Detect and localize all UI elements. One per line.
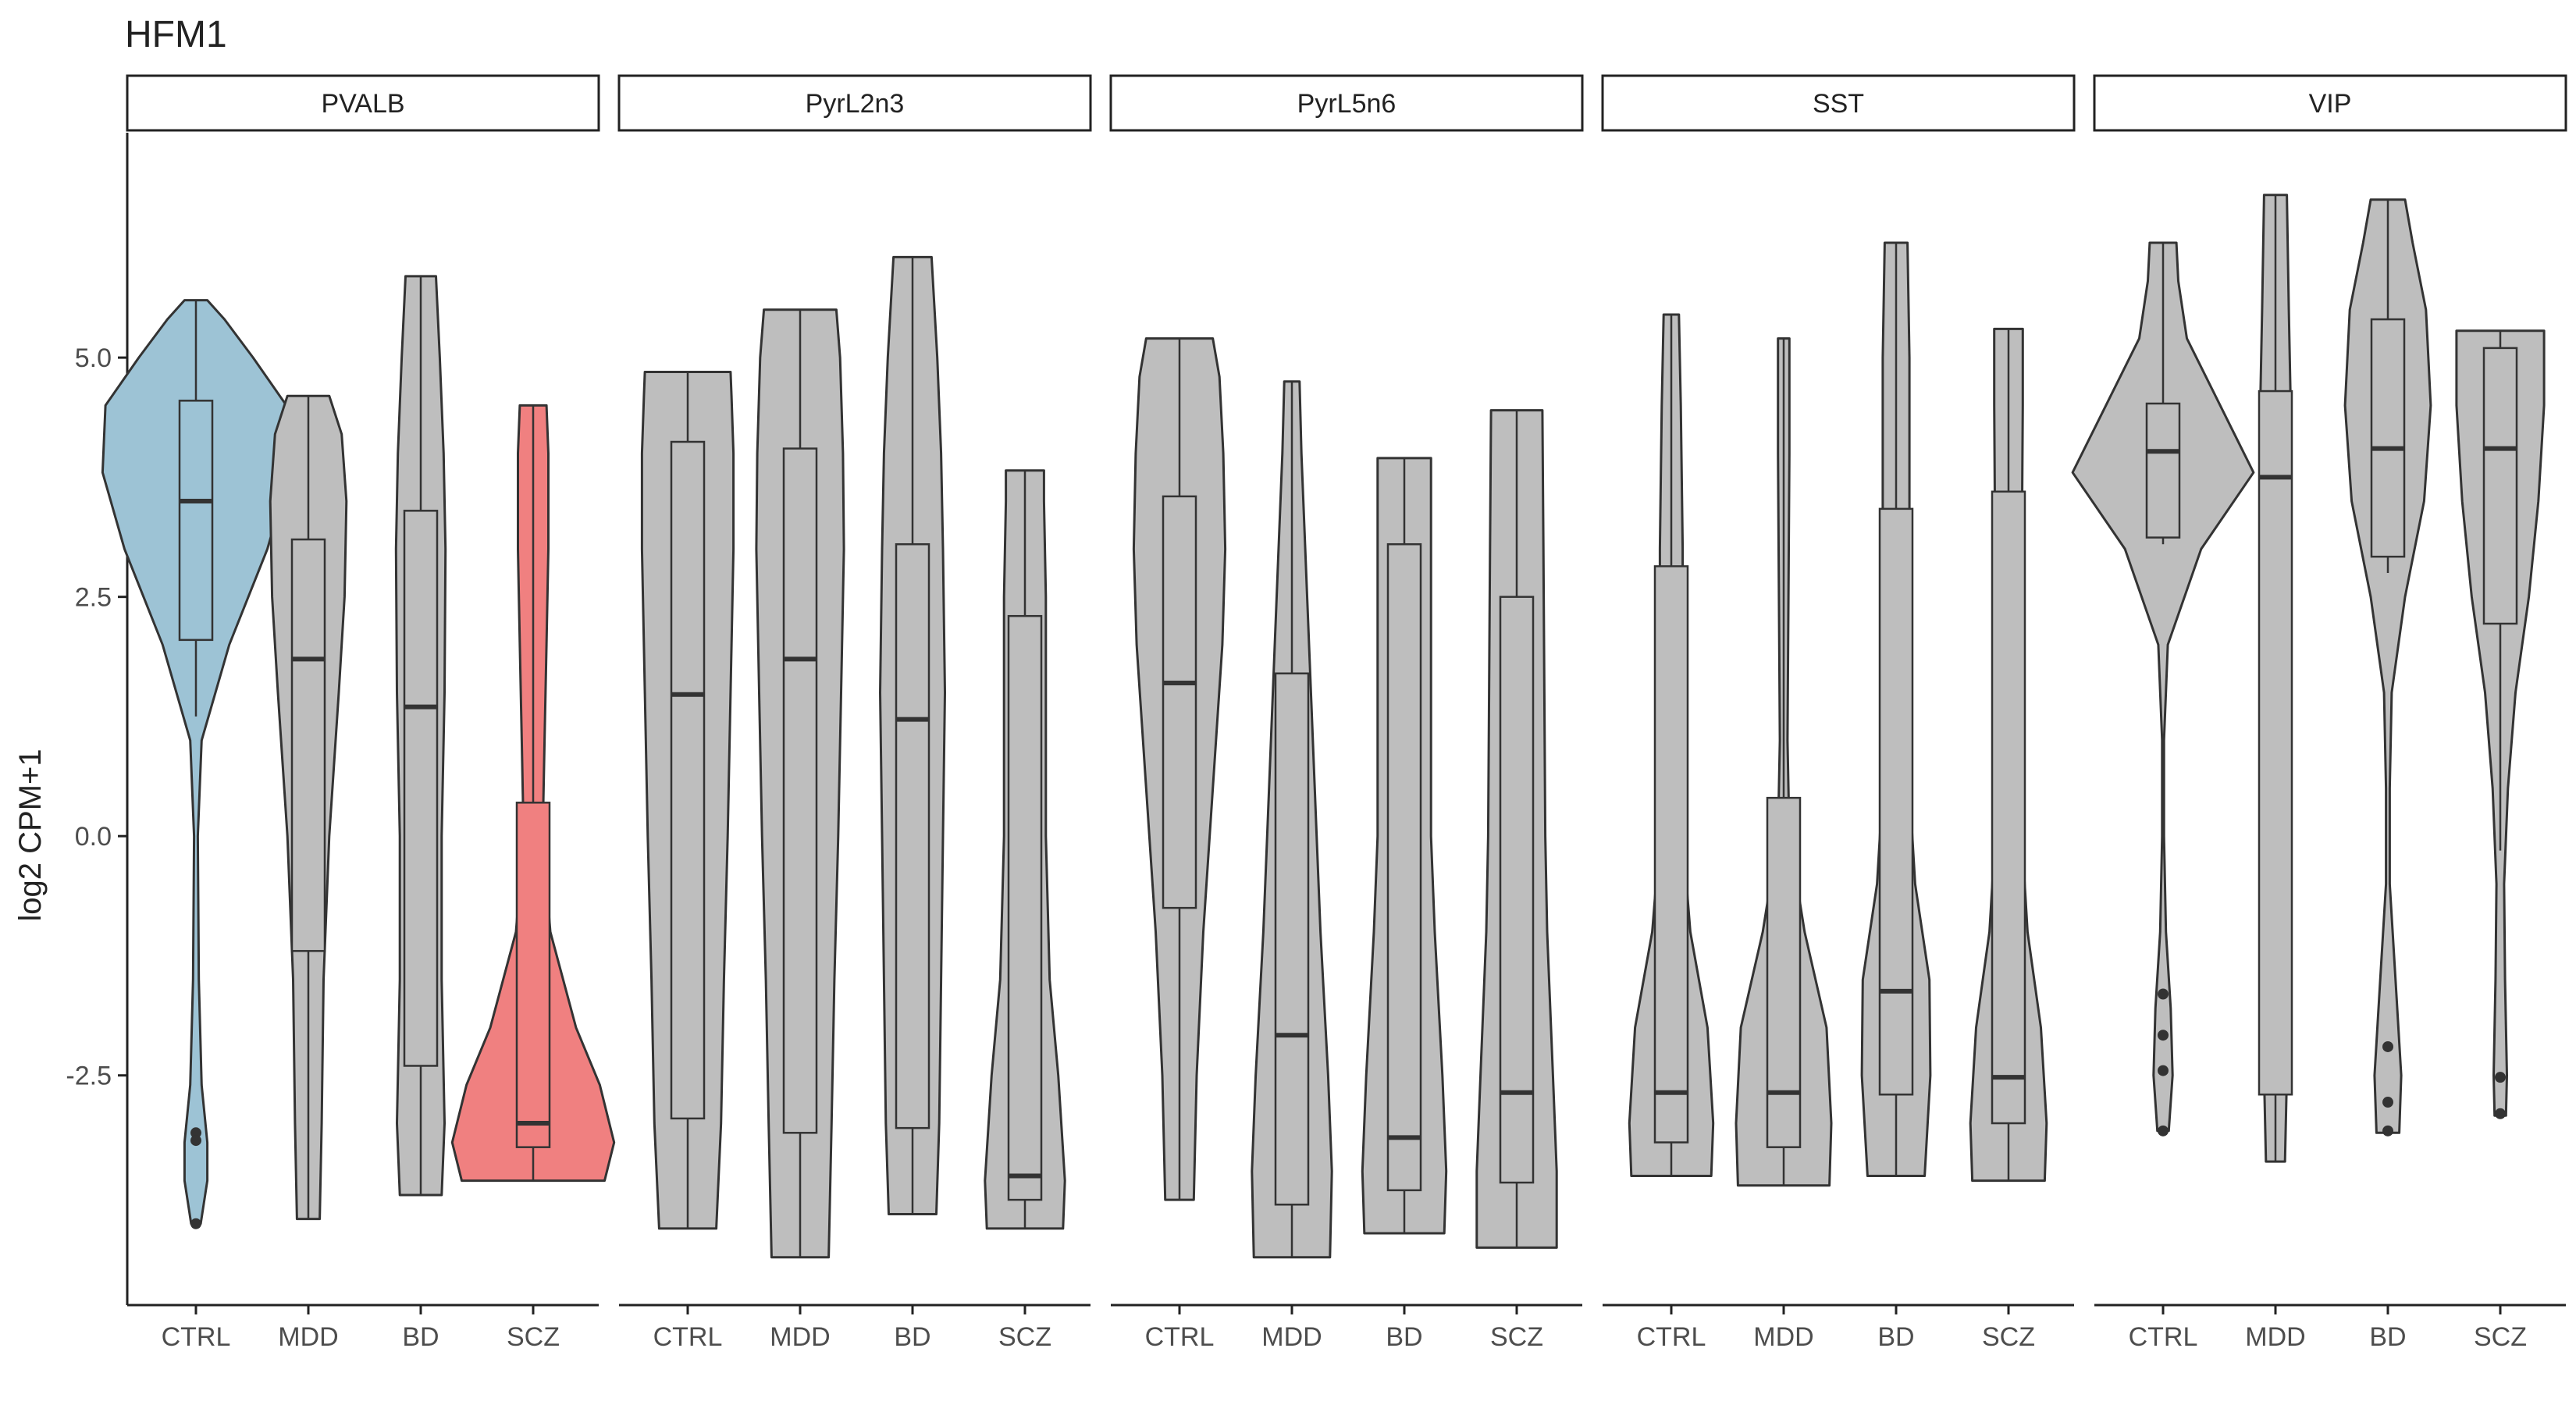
x-tick-label: CTRL (1145, 1322, 1215, 1352)
facet-panel-sst: SST CTRL MDD BD SCZ (1601, 74, 2076, 1352)
box-mdd (2258, 389, 2293, 1096)
facet-strip-label: PyrL5n6 (1297, 89, 1397, 119)
violin-ctrl (2071, 241, 2255, 1133)
facet-strip-label: PyrL2n3 (806, 89, 905, 119)
chart-title: HFM1 (125, 14, 227, 55)
outlier-point (2495, 1072, 2506, 1083)
outlier-point (2158, 988, 2169, 1000)
violin-bd (2343, 198, 2432, 1134)
box-scz (515, 802, 551, 1148)
box-mdd (782, 447, 818, 1134)
x-tick-label: MDD (1261, 1322, 1322, 1352)
x-tick-label: BD (1386, 1322, 1422, 1352)
facet-panel-vip: VIP CTRL MDD BD SCZ (2071, 74, 2567, 1352)
facet-strip-label: SST (1813, 89, 1864, 119)
y-tick-label: -2.5 (66, 1062, 112, 1091)
y-tick-label: 5.0 (75, 343, 112, 373)
outlier-point (2382, 1040, 2393, 1052)
facet-strip (1109, 74, 1584, 132)
outlier-point (190, 1218, 201, 1229)
x-tick-label: SCZ (1982, 1322, 2035, 1352)
outlier-point (2158, 1065, 2169, 1076)
facet-strip (617, 74, 1092, 132)
x-tick-label: CTRL (1637, 1322, 1706, 1352)
box-ctrl (178, 400, 214, 642)
x-tick-label: BD (402, 1322, 439, 1352)
outlier-point (2382, 1125, 2393, 1136)
box-bd (895, 542, 930, 1129)
violin-ctrl (101, 299, 291, 1225)
x-tick-label: SCZ (2474, 1322, 2527, 1352)
box-mdd (1274, 672, 1310, 1206)
x-tick-label: BD (2369, 1322, 2406, 1352)
box-ctrl (1653, 565, 1689, 1144)
outlier-point (2382, 1097, 2393, 1108)
x-tick-label: MDD (1753, 1322, 1813, 1352)
x-tick-label: CTRL (162, 1322, 231, 1352)
y-axis-label: log2 CPM+1 (13, 749, 48, 921)
x-tick-label: SCZ (507, 1322, 560, 1352)
box-scz (1007, 614, 1043, 1201)
outlier-point (190, 1127, 201, 1139)
x-tick-label: BD (894, 1322, 930, 1352)
box-bd (1878, 507, 1914, 1096)
y-tick-label: 2.5 (75, 583, 112, 613)
outlier-point (2158, 1125, 2169, 1136)
facet-panel-pvalb: PVALB CTRL MDD BD SCZ (101, 74, 616, 1352)
facet-strip (126, 74, 600, 132)
box-ctrl (2145, 402, 2181, 539)
x-tick-label: CTRL (2129, 1322, 2198, 1352)
y-tick-label: 0.0 (75, 822, 112, 852)
x-tick-label: MDD (2245, 1322, 2305, 1352)
facet-strip-label: PVALB (321, 89, 404, 119)
box-scz (1499, 596, 1535, 1184)
box-ctrl (1162, 495, 1197, 909)
box-bd (403, 510, 439, 1067)
box-scz (2482, 347, 2518, 625)
x-tick-label: SCZ (1490, 1322, 1543, 1352)
box-ctrl (670, 440, 706, 1120)
facet-strip (1601, 74, 2076, 132)
y-axis: -2.5 0.0 2.5 5.0 (66, 133, 129, 1305)
box-bd (2370, 318, 2406, 558)
box-bd (1386, 542, 1422, 1192)
outlier-point (190, 1135, 201, 1147)
facet-panel-pyrl2n3: PyrL2n3 CTRL MDD BD SCZ (617, 74, 1092, 1352)
outlier-point (2495, 1108, 2506, 1119)
box-scz (1991, 490, 2026, 1125)
facet-strip-label: VIP (2309, 89, 2352, 119)
facet-strip (2093, 74, 2567, 132)
x-tick-label: MDD (770, 1322, 830, 1352)
outlier-point (2158, 1030, 2169, 1041)
x-tick-label: SCZ (998, 1322, 1051, 1352)
facet-panel-pyrl5n6: PyrL5n6 CTRL MDD BD SCZ (1109, 74, 1584, 1352)
x-tick-label: BD (1877, 1322, 1914, 1352)
box-mdd (290, 538, 326, 952)
x-tick-label: CTRL (653, 1322, 723, 1352)
box-mdd (1766, 796, 1802, 1148)
x-tick-label: MDD (278, 1322, 338, 1352)
